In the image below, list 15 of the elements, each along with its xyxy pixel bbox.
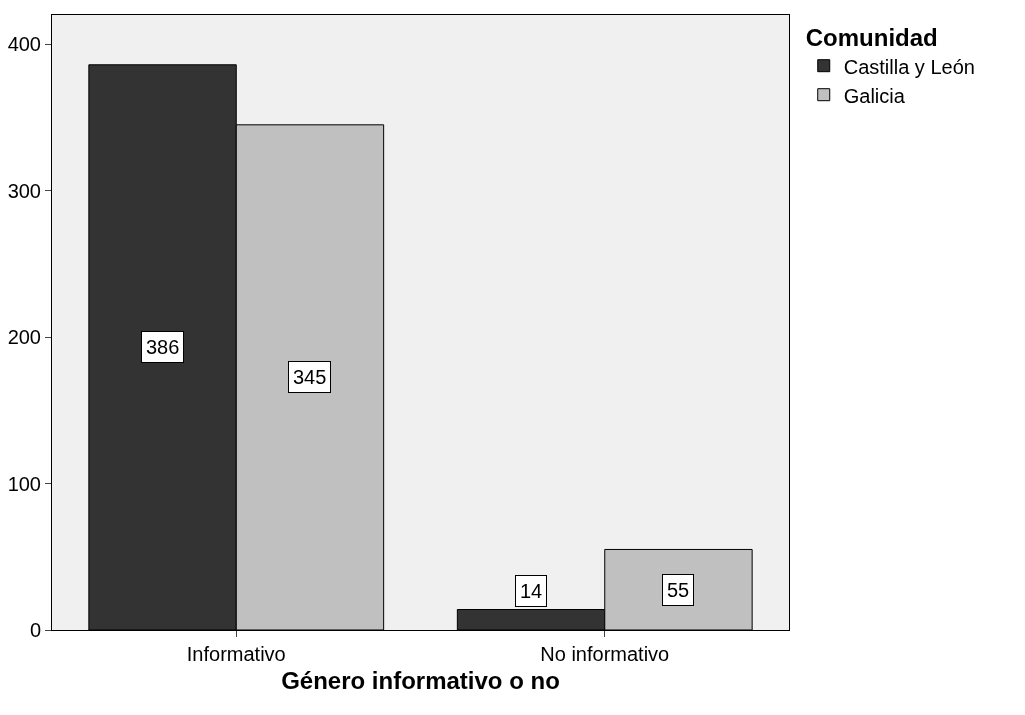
- legend-label: Galicia: [843, 84, 906, 107]
- y-tick-label: 100: [7, 472, 41, 495]
- y-tick-label: 300: [7, 179, 41, 202]
- x-tick-label: Informativo: [186, 643, 286, 665]
- data-label: 386: [146, 336, 180, 358]
- data-label: 55: [667, 579, 690, 601]
- x-tick-label: No informativo: [540, 643, 670, 665]
- y-tick-label: 0: [29, 619, 41, 641]
- legend-label: Castilla y León: [843, 55, 975, 78]
- data-label: 345: [293, 366, 327, 388]
- data-label: 14: [520, 580, 543, 602]
- x-axis-title: Género informativo o no: [281, 667, 560, 695]
- legend-title: Comunidad: [805, 24, 938, 52]
- y-tick-label: 400: [7, 33, 41, 56]
- y-tick-label: 200: [7, 326, 41, 349]
